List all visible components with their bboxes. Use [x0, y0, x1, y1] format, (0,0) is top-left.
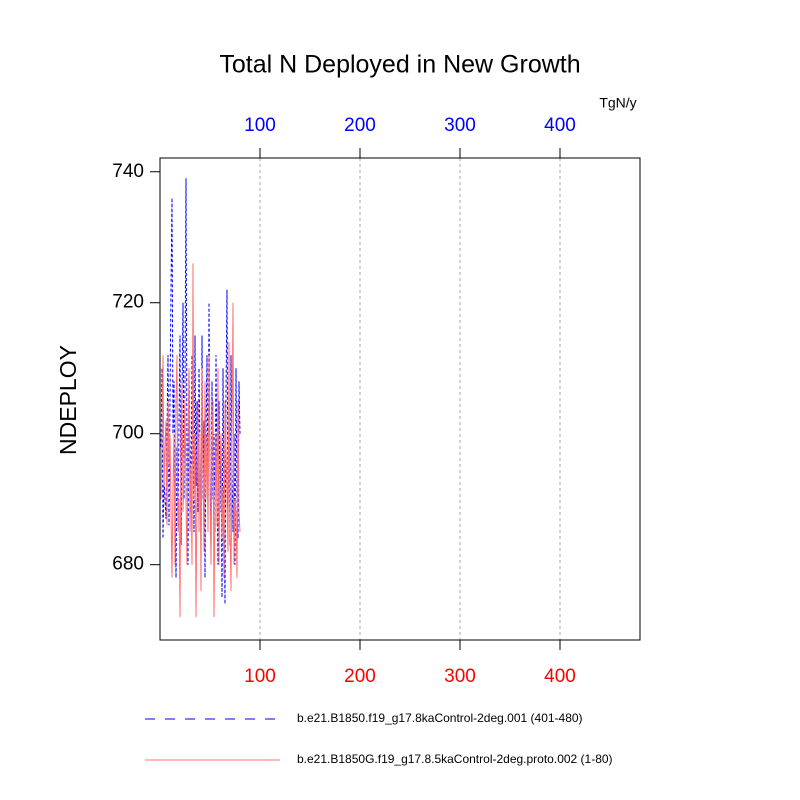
- y-tick-label: 700: [112, 423, 144, 444]
- x-tick-label-bottom: 400: [544, 666, 576, 687]
- plot-frame: [159, 157, 641, 641]
- x-tick-label-bottom: 300: [444, 666, 476, 687]
- chart-title: Total N Deployed in New Growth: [219, 51, 580, 79]
- x-unit-label: TgN/y: [599, 95, 636, 111]
- x-tick-label-top: 100: [244, 115, 276, 136]
- y-tick-label: 720: [112, 292, 144, 313]
- x-tick-label-top: 300: [444, 115, 476, 136]
- legend-label: b.e21.B1850.f19_g17.8kaControl-2deg.001 …: [297, 711, 583, 725]
- y-tick-label: 680: [112, 554, 144, 575]
- y-axis-label: NDEPLOY: [55, 345, 81, 455]
- series-line: [160, 263, 241, 618]
- legend-label: b.e21.B1850G.f19_g17.8.5kaControl-2deg.p…: [297, 752, 613, 766]
- x-tick-label-top: 400: [544, 115, 576, 136]
- x-tick-label-bottom: 200: [344, 666, 376, 687]
- y-tick-label: 740: [112, 161, 144, 182]
- x-tick-label-top: 200: [344, 115, 376, 136]
- x-tick-label-bottom: 100: [244, 666, 276, 687]
